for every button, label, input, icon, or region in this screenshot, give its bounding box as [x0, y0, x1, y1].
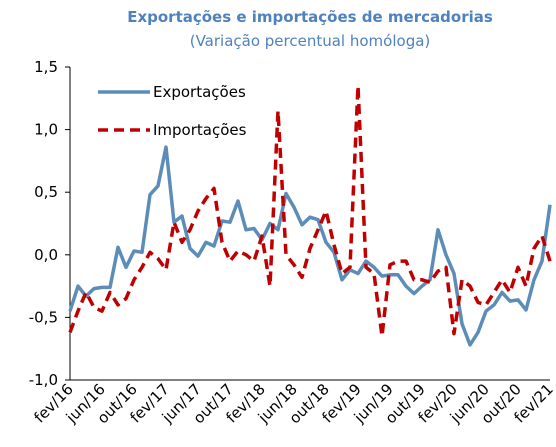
legend-label: Exportações	[153, 83, 246, 101]
y-tick-label: 1,5	[34, 58, 58, 76]
y-tick-label: 1,0	[34, 121, 58, 139]
y-tick-label: -1,0	[29, 371, 58, 389]
chart-subtitle: (Variação percentual homóloga)	[190, 32, 431, 50]
series-line	[68, 145, 552, 347]
series-line	[68, 84, 552, 338]
y-tick-label: -0,5	[29, 308, 58, 326]
y-tick-label: 0,5	[34, 183, 58, 201]
chart-title: Exportações e importações de mercadorias	[127, 8, 493, 26]
y-tick-label: 0,0	[34, 246, 58, 264]
legend-label: Importações	[153, 121, 247, 139]
